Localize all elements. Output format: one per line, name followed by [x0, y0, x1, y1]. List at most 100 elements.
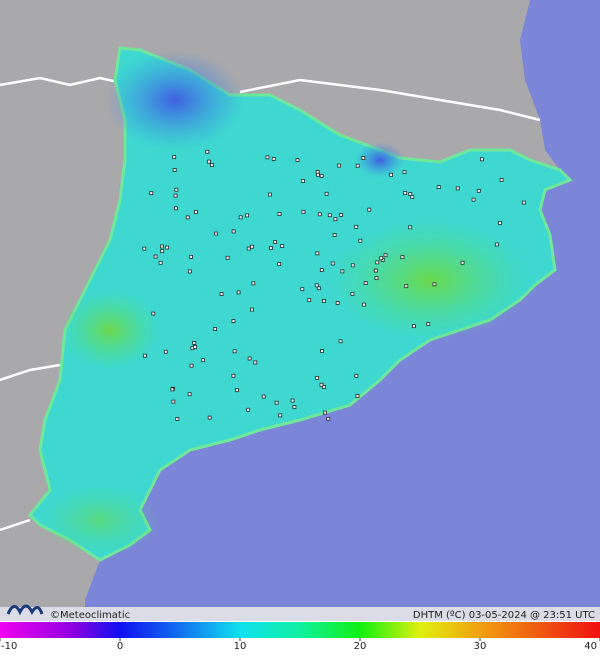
- station: [322, 385, 326, 389]
- warm-area: [330, 220, 530, 340]
- station: [350, 263, 355, 268]
- station: [367, 207, 372, 212]
- station: [354, 373, 359, 378]
- station: [160, 249, 165, 254]
- station: [292, 405, 297, 409]
- station: [250, 244, 254, 249]
- station: [307, 298, 312, 302]
- station: [339, 213, 343, 217]
- station: [165, 245, 170, 250]
- station: [411, 324, 416, 329]
- station: [315, 375, 319, 380]
- station: [278, 413, 283, 418]
- station: [172, 155, 177, 160]
- credit: ©Meteoclimatic: [50, 610, 130, 621]
- station: [410, 195, 415, 199]
- scale-tick-label: 40: [584, 641, 597, 652]
- station: [192, 341, 197, 345]
- station: [213, 327, 217, 331]
- station: [163, 349, 168, 354]
- warm-area: [60, 290, 160, 370]
- scale-tick-label: 10: [234, 641, 247, 652]
- station: [494, 242, 499, 247]
- station: [324, 191, 329, 196]
- borders: [0, 76, 541, 532]
- cold-area: [105, 50, 245, 150]
- station: [271, 157, 276, 161]
- station: [363, 281, 368, 285]
- station: [361, 156, 366, 160]
- station: [274, 400, 279, 405]
- station: [187, 392, 192, 397]
- station: [373, 268, 378, 273]
- station: [374, 276, 379, 281]
- station: [322, 299, 326, 303]
- station: [432, 282, 437, 287]
- station: [330, 261, 335, 266]
- station: [471, 197, 476, 202]
- station: [170, 387, 175, 392]
- station: [189, 254, 193, 259]
- station: [193, 345, 198, 349]
- logo: [6, 604, 44, 616]
- footer-bar: [0, 607, 600, 621]
- scale-tick-label: 0: [117, 641, 123, 652]
- station: [476, 188, 481, 193]
- station: [337, 163, 342, 168]
- station: [316, 172, 320, 177]
- station: [277, 212, 282, 216]
- station: [332, 233, 337, 237]
- station: [187, 269, 192, 274]
- station: [350, 291, 355, 296]
- station: [171, 399, 176, 404]
- station: [355, 163, 360, 168]
- station: [250, 307, 254, 312]
- station: [247, 356, 252, 361]
- scale-tick-label: 20: [354, 641, 367, 652]
- station: [159, 244, 164, 249]
- station: [277, 262, 282, 267]
- region: [27, 46, 573, 562]
- scale-tick-label: 30: [474, 641, 487, 652]
- station: [315, 251, 320, 256]
- station: [480, 157, 484, 162]
- station: [149, 191, 154, 196]
- station: [172, 168, 177, 172]
- station: [194, 210, 198, 214]
- station: [174, 206, 178, 211]
- caption: DHTM (ºC) 03-05-2024 @ 23:51 UTC: [413, 610, 595, 621]
- station: [158, 260, 163, 265]
- station: [403, 191, 407, 196]
- station: [265, 155, 270, 160]
- station: [267, 192, 272, 197]
- station: [189, 363, 194, 368]
- station: [300, 287, 305, 292]
- station: [225, 255, 230, 260]
- station: [269, 246, 273, 250]
- station: [319, 268, 324, 273]
- station: [246, 246, 251, 251]
- station: [174, 187, 179, 192]
- station: [314, 283, 319, 288]
- station: [295, 158, 300, 163]
- station: [355, 394, 360, 399]
- station: [232, 349, 237, 354]
- station: [219, 292, 224, 296]
- station: [333, 217, 338, 222]
- station: [173, 193, 178, 198]
- station: [153, 254, 158, 259]
- station: [460, 260, 465, 265]
- station: [261, 394, 266, 399]
- color-scale: [0, 622, 600, 638]
- station: [319, 173, 324, 178]
- station: [389, 172, 394, 177]
- station: [320, 349, 324, 353]
- station: [231, 229, 236, 234]
- station: [408, 192, 413, 197]
- station: [238, 215, 243, 220]
- station: [205, 149, 210, 154]
- station: [499, 177, 504, 182]
- station: [338, 339, 343, 344]
